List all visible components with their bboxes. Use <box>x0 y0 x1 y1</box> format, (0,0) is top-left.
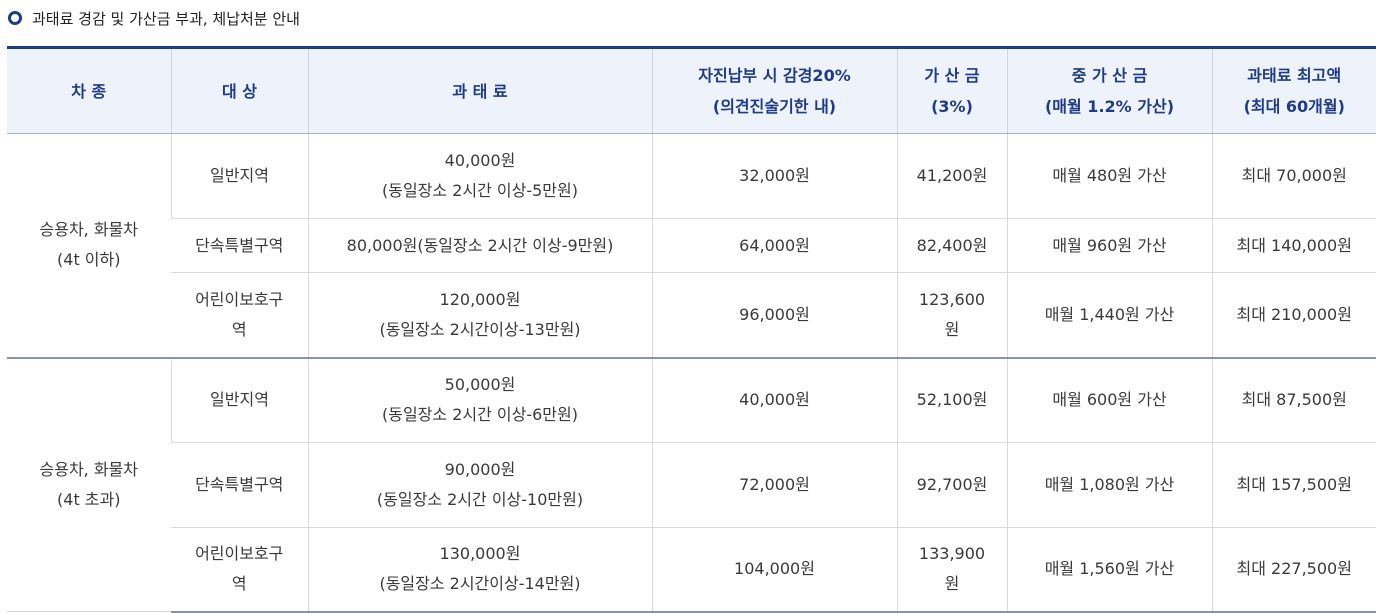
table-row: 단속특별구역 90,000원 (동일장소 2시간 이상-10만원) 72,000원… <box>7 442 1376 528</box>
target-cell: 일반지역 <box>170 133 308 219</box>
discount-cell: 72,000원 <box>651 442 897 528</box>
fine-cell: 40,000원 (동일장소 2시간 이상-5만원) <box>307 133 652 219</box>
section-header: 과태료 경감 및 가산금 부과, 체납처분 안내 <box>8 6 300 30</box>
target-cell: 어린이보호구 역 <box>171 272 308 359</box>
table-row: 승용차, 화물차 (4t 이하) 일반지역 40,000원 (동일장소 2시간 이상… <box>7 133 1376 359</box>
max-fine-cell: 최대 70,000원 <box>1211 133 1376 219</box>
surcharge-cell: 133,900 원 <box>896 527 1007 613</box>
discount-cell: 96,000원 <box>651 272 897 359</box>
discount-cell: 64,000원 <box>651 218 897 273</box>
table-row: 승용차, 화물차 (4t 초과) 일반지역 50,000원 (동일장소 2시간 이상… <box>7 357 1376 612</box>
table-row: 어린이보호구 역 120,000원 (동일장소 2시간이상-13만원) 96,000… <box>7 272 1376 359</box>
table-row: 어린이보호구 역 130,000원 (동일장소 2시간이상-14만원) 104,00… <box>7 527 1376 613</box>
target-cell: 어린이보호구 역 <box>171 527 308 613</box>
vehicle-type-cell: 승용차, 화물차 (4t 초과) <box>7 357 171 612</box>
heavy-surcharge-cell: 매월 1,560원 가산 <box>1006 527 1212 613</box>
discount-cell: 104,000원 <box>651 527 897 613</box>
discount-cell: 40,000원 <box>651 357 897 443</box>
fine-table: 차 종 대 상 과 태 료 자진납부 시 감경20% (의견진술기한 내) 가 산… <box>7 46 1376 613</box>
header-target: 대 상 <box>170 46 308 134</box>
max-fine-cell: 최대 227,500원 <box>1211 527 1376 613</box>
surcharge-cell: 92,700원 <box>896 442 1007 528</box>
surcharge-cell: 82,400원 <box>896 218 1007 273</box>
vehicle-type-cell: 승용차, 화물차 (4t 이하) <box>7 133 171 359</box>
table-header: 차 종 대 상 과 태 료 자진납부 시 감경20% (의견진술기한 내) 가 산… <box>7 46 1376 134</box>
header-surcharge: 가 산 금 (3%) <box>896 46 1007 134</box>
fine-cell: 80,000원(동일장소 2시간 이상-9만원) <box>307 218 652 273</box>
fine-cell: 130,000원 (동일장소 2시간이상-14만원) <box>307 527 652 613</box>
header-heavy-surcharge: 중 가 산 금 (매월 1.2% 가산) <box>1006 46 1212 134</box>
heavy-surcharge-cell: 매월 1,440원 가산 <box>1006 272 1212 359</box>
header-row: 차 종 대 상 과 태 료 자진납부 시 감경20% (의견진술기한 내) 가 산… <box>7 46 1376 134</box>
heavy-surcharge-cell: 매월 600원 가산 <box>1006 357 1212 443</box>
header-max-fine: 과태료 최고액 (최대 60개월) <box>1211 46 1376 134</box>
heavy-surcharge-cell: 매월 960원 가산 <box>1006 218 1212 273</box>
max-fine-cell: 최대 210,000원 <box>1211 272 1376 359</box>
target-cell: 일반지역 <box>170 357 308 443</box>
target-cell: 단속특별구역 <box>171 442 308 528</box>
surcharge-cell: 52,100원 <box>896 357 1007 443</box>
heavy-surcharge-cell: 매월 1,080원 가산 <box>1006 442 1212 528</box>
max-fine-cell: 최대 87,500원 <box>1211 357 1376 443</box>
header-vehicle-type: 차 종 <box>7 46 171 134</box>
surcharge-cell: 41,200원 <box>896 133 1007 219</box>
heavy-surcharge-cell: 매월 480원 가산 <box>1006 133 1212 219</box>
max-fine-cell: 최대 140,000원 <box>1211 218 1376 273</box>
fine-cell: 50,000원 (동일장소 2시간 이상-6만원) <box>307 357 652 443</box>
table-body: 승용차, 화물차 (4t 이하) 일반지역 40,000원 (동일장소 2시간 이상… <box>7 133 1376 613</box>
circle-bullet-icon <box>8 11 22 25</box>
header-fine: 과 태 료 <box>307 46 652 134</box>
section-title: 과태료 경감 및 가산금 부과, 체납처분 안내 <box>32 9 300 28</box>
header-discount: 자진납부 시 감경20% (의견진술기한 내) <box>651 46 897 134</box>
table-row: 단속특별구역 80,000원(동일장소 2시간 이상-9만원) 64,000원 … <box>7 218 1376 273</box>
surcharge-cell: 123,600 원 <box>896 272 1007 359</box>
fine-cell: 120,000원 (동일장소 2시간이상-13만원) <box>307 272 652 359</box>
max-fine-cell: 최대 157,500원 <box>1211 442 1376 528</box>
fine-cell: 90,000원 (동일장소 2시간 이상-10만원) <box>307 442 652 528</box>
discount-cell: 32,000원 <box>651 133 897 219</box>
target-cell: 단속특별구역 <box>171 218 308 273</box>
